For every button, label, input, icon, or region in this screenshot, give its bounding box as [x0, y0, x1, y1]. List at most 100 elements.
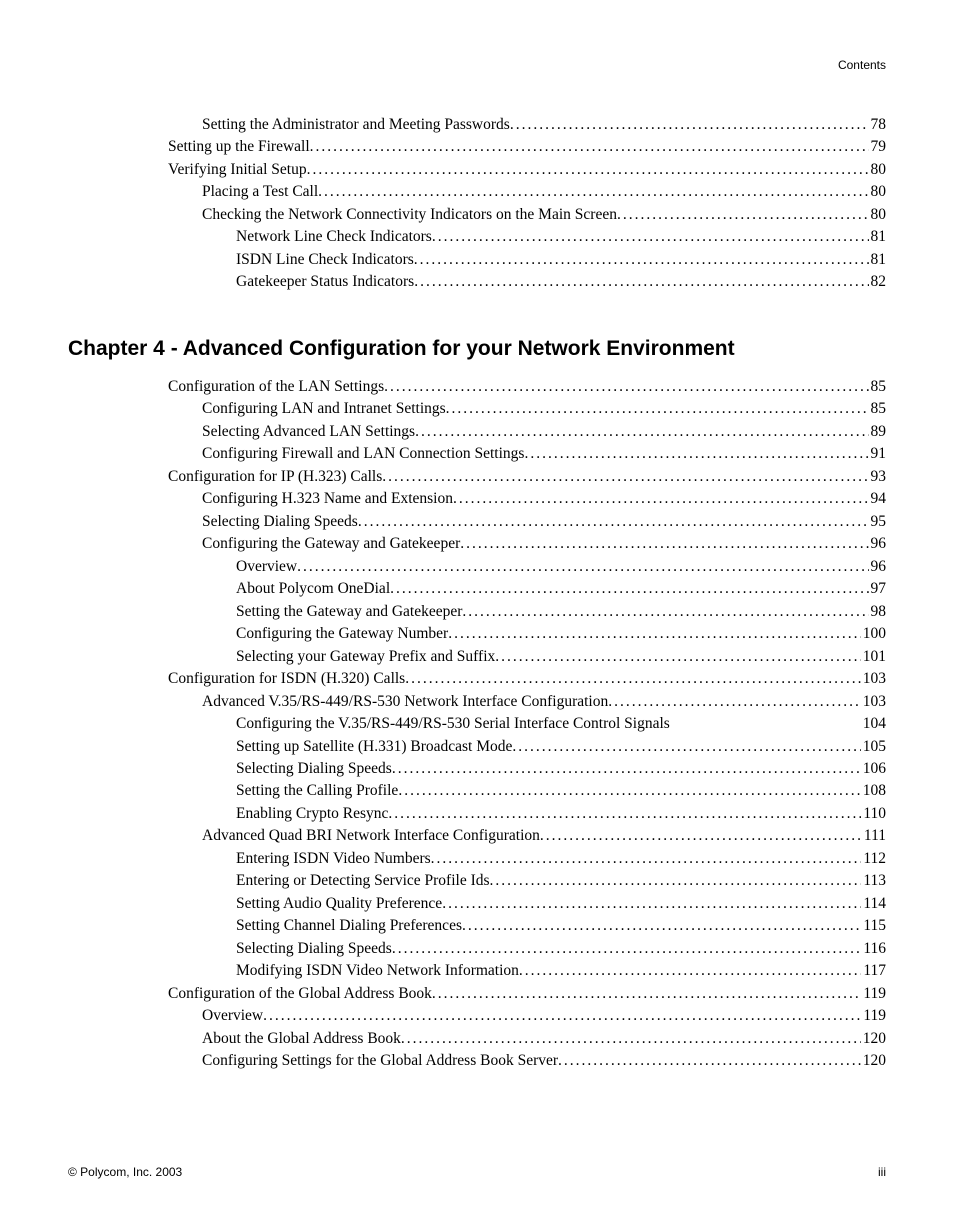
toc-entry-text: Configuring the Gateway and Gatekeeper: [202, 533, 460, 555]
toc-entry-page: 103: [863, 668, 886, 690]
toc-entry: Selecting Dialing Speeds 106: [68, 758, 886, 780]
toc-entry-text: Checking the Network Connectivity Indica…: [202, 204, 617, 226]
toc-entry-text: Selecting Dialing Speeds: [236, 758, 392, 780]
toc-entry-page: 98: [871, 601, 887, 623]
toc-entry-text: Selecting Dialing Speeds: [236, 938, 392, 960]
toc-entry-page: 115: [863, 915, 886, 937]
toc-dots: [448, 623, 861, 645]
toc-entry-page: 97: [871, 578, 887, 600]
toc-entry-page: 105: [863, 736, 886, 758]
toc-dots: [431, 848, 862, 870]
toc-entry-page: 91: [871, 443, 887, 465]
toc-dots: [310, 136, 869, 158]
toc-entry-text: Selecting Advanced LAN Settings: [202, 421, 415, 443]
toc-entry: Advanced V.35/RS-449/RS-530 Network Inte…: [68, 691, 886, 713]
toc-entry: ISDN Line Check Indicators 81: [68, 249, 886, 271]
toc-entry: Setting Audio Quality Preference 114: [68, 893, 886, 915]
toc-entry: Configuring Settings for the Global Addr…: [68, 1050, 886, 1072]
toc-entry-page: 120: [863, 1028, 886, 1050]
toc-entry-page: 111: [864, 825, 886, 847]
toc-entry: Setting the Administrator and Meeting Pa…: [68, 114, 886, 136]
toc-dots: [512, 736, 860, 758]
toc-entry-text: Setting up the Firewall: [168, 136, 310, 158]
toc-dots: [453, 488, 869, 510]
toc-entry: Setting the Calling Profile 108: [68, 780, 886, 802]
toc-dots: [414, 271, 868, 293]
toc-entry-page: 112: [863, 848, 886, 870]
toc-entry-text: Selecting your Gateway Prefix and Suffix: [236, 646, 495, 668]
toc-entry-page: 119: [863, 983, 886, 1005]
footer: © Polycom, Inc. 2003 iii: [68, 1165, 886, 1179]
toc-entry: Configuring the V.35/RS-449/RS-530 Seria…: [68, 713, 886, 735]
toc-dots: [390, 578, 868, 600]
footer-copyright: © Polycom, Inc. 2003: [68, 1165, 182, 1179]
toc-entry: Enabling Crypto Resync 110: [68, 803, 886, 825]
toc-entry-page: 100: [863, 623, 886, 645]
toc-entry-page: 117: [863, 960, 886, 982]
toc-dots: [388, 803, 861, 825]
toc-entry: Configuration for ISDN (H.320) Calls 103: [68, 668, 886, 690]
toc-entry-page: 101: [863, 646, 886, 668]
toc-entry: Setting up Satellite (H.331) Broadcast M…: [68, 736, 886, 758]
toc-dots: [510, 114, 869, 136]
toc-entry-text: Configuring H.323 Name and Extension: [202, 488, 453, 510]
toc-dots: [442, 893, 861, 915]
toc-entry-page: 106: [863, 758, 886, 780]
toc-entry-text: Advanced V.35/RS-449/RS-530 Network Inte…: [202, 691, 608, 713]
toc-entry: Overview119: [68, 1005, 886, 1027]
toc-dots: [446, 398, 869, 420]
toc-dots: [307, 159, 869, 181]
toc-entry-text: Enabling Crypto Resync: [236, 803, 388, 825]
toc-entry-text: Configuring Firewall and LAN Connection …: [202, 443, 524, 465]
toc-entry-text: Setting the Administrator and Meeting Pa…: [202, 114, 510, 136]
toc-entry-page: 113: [863, 870, 886, 892]
toc-dots: [558, 1050, 861, 1072]
toc-entry-text: Setting Channel Dialing Preferences: [236, 915, 462, 937]
toc-entry: Configuration of the LAN Settings 85: [68, 376, 886, 398]
toc-content: Setting the Administrator and Meeting Pa…: [68, 114, 886, 1073]
toc-entry-text: Selecting Dialing Speeds: [202, 511, 358, 533]
toc-entry: Network Line Check Indicators 81: [68, 226, 886, 248]
toc-entry-text: Configuration of the LAN Settings: [168, 376, 384, 398]
toc-entry-page: 96: [871, 556, 887, 578]
toc-entry-page: 80: [871, 159, 887, 181]
toc-entry: Placing a Test Call80: [68, 181, 886, 203]
toc-entry-text: ISDN Line Check Indicators: [236, 249, 414, 271]
toc-entry-page: 103: [863, 691, 886, 713]
toc-entry-page: 85: [871, 376, 887, 398]
toc-entry: Configuring the Gateway Number100: [68, 623, 886, 645]
toc-dots: [414, 249, 869, 271]
toc-entry-page: 80: [871, 181, 887, 203]
toc-entry: Overview 96: [68, 556, 886, 578]
toc-entry-page: 96: [871, 533, 887, 555]
toc-entry: About the Global Address Book 120: [68, 1028, 886, 1050]
toc-entry: Configuration for IP (H.323) Calls 93: [68, 466, 886, 488]
toc-entry-page: 78: [871, 114, 887, 136]
toc-entry-text: Configuring LAN and Intranet Settings: [202, 398, 446, 420]
toc-entry-text: Setting the Gateway and Gatekeeper: [236, 601, 462, 623]
toc-entry: Selecting Dialing Speeds116: [68, 938, 886, 960]
toc-entry-page: 95: [871, 511, 887, 533]
toc-entry-text: Verifying Initial Setup: [168, 159, 307, 181]
toc-entry-page: 114: [863, 893, 886, 915]
toc-dots: [297, 556, 868, 578]
toc-entry-text: Configuration of the Global Address Book: [168, 983, 432, 1005]
toc-dots: [462, 601, 868, 623]
toc-entry: Setting the Gateway and Gatekeeper 98: [68, 601, 886, 623]
toc-entry-text: Gatekeeper Status Indicators: [236, 271, 414, 293]
toc-dots: [405, 668, 861, 690]
toc-entry-page: 108: [863, 780, 886, 802]
toc-entry-page: 89: [871, 421, 887, 443]
toc-entry-text: About the Global Address Book: [202, 1028, 401, 1050]
toc-dots: [392, 938, 861, 960]
toc-dots: [415, 421, 868, 443]
toc-entry: About Polycom OneDial97: [68, 578, 886, 600]
chapter-heading: Chapter 4 - Advanced Configuration for y…: [68, 336, 768, 362]
toc-entry-text: Setting the Calling Profile: [236, 780, 398, 802]
toc-dots: [540, 825, 862, 847]
toc-entry: Setting Channel Dialing Preferences 115: [68, 915, 886, 937]
toc-entry: Setting up the Firewall 79: [68, 136, 886, 158]
toc-entry-page: 93: [871, 466, 887, 488]
toc-entry-page: 85: [871, 398, 887, 420]
toc-dots: [608, 691, 861, 713]
